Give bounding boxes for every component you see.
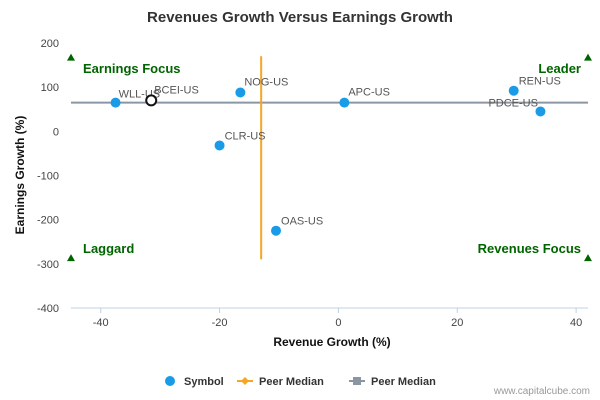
- data-point-highlight[interactable]: [145, 94, 158, 107]
- quadrant-label-top-right: Leader: [538, 61, 581, 76]
- legend-label[interactable]: Peer Median: [371, 376, 436, 388]
- quadrant-label-bottom-left: Laggard: [83, 241, 134, 256]
- x-tick-label: 40: [570, 317, 582, 329]
- legend-symbol-marker: [165, 376, 175, 386]
- legend-peer-median-marker: [241, 377, 249, 385]
- x-tick-label: 20: [451, 317, 463, 329]
- y-tick-label: 200: [41, 38, 59, 50]
- x-tick-label: -20: [212, 317, 228, 329]
- credit-text: www.capitalcube.com: [493, 386, 590, 397]
- quadrant-label-bottom-right: Revenues Focus: [478, 241, 581, 256]
- data-point[interactable]: [214, 140, 225, 151]
- data-point-label: CLR-US: [225, 130, 266, 142]
- data-point[interactable]: [271, 225, 282, 236]
- legend: Symbol Peer Median Peer Median: [165, 376, 436, 388]
- quadrant-marker-top-left: [67, 53, 75, 61]
- chart-title: Revenues Growth Versus Earnings Growth: [147, 9, 453, 26]
- data-point-label: OAS-US: [281, 216, 323, 228]
- data-point-label: BCEI-US: [154, 84, 199, 96]
- legend-peer-median-marker: [353, 377, 361, 385]
- x-tick-label: 0: [335, 317, 341, 329]
- data-point[interactable]: [508, 85, 519, 96]
- y-tick-label: -400: [37, 303, 59, 315]
- plot-area: -40 -20 0 20 40-400-300-200-1000100200Earnin…: [37, 38, 592, 329]
- data-point-label: APC-US: [348, 87, 390, 99]
- data-point[interactable]: [339, 97, 350, 108]
- y-tick-label: -300: [37, 259, 59, 271]
- data-point[interactable]: [535, 106, 546, 117]
- legend-label[interactable]: Symbol: [184, 376, 224, 388]
- y-axis-title: Earnings Growth (%): [13, 116, 27, 235]
- data-point-label: NOG-US: [244, 76, 288, 88]
- y-tick-label: 100: [41, 82, 59, 94]
- quadrant-label-top-left: Earnings Focus: [83, 61, 181, 76]
- y-tick-label: -200: [37, 215, 59, 227]
- y-tick-label: -100: [37, 171, 59, 183]
- x-tick-label: -40: [93, 317, 109, 329]
- data-point-label: REN-US: [519, 76, 561, 88]
- quadrant-marker-bottom-left: [67, 254, 75, 262]
- x-axis-title: Revenue Growth (%): [273, 335, 390, 349]
- quadrant-marker-top-right: [584, 53, 592, 61]
- data-point[interactable]: [110, 97, 121, 108]
- y-tick-label: 0: [53, 126, 59, 138]
- data-point[interactable]: [235, 87, 246, 98]
- data-point-label: PDCE-US: [488, 97, 538, 109]
- legend-label[interactable]: Peer Median: [259, 376, 324, 388]
- quadrant-marker-bottom-right: [584, 254, 592, 262]
